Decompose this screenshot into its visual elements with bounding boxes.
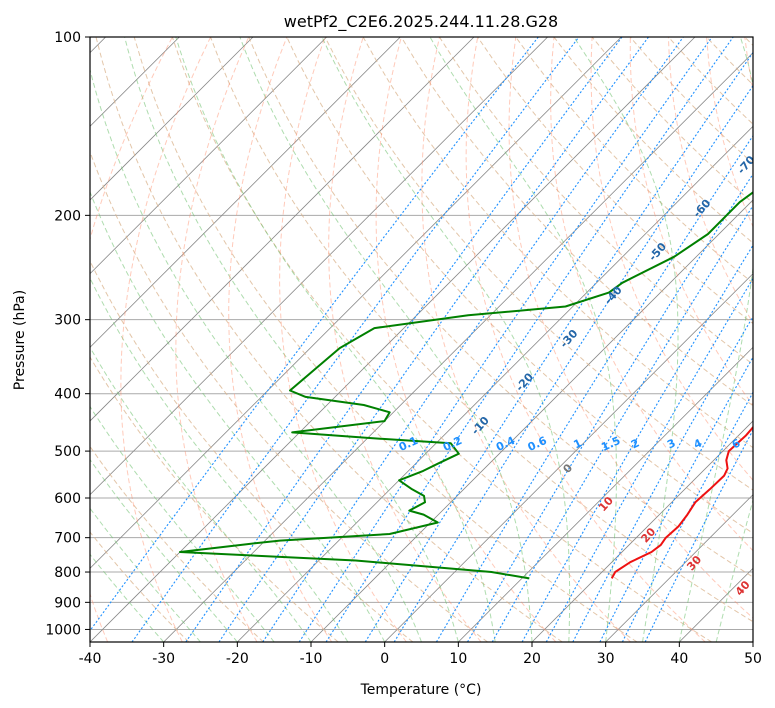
isotherm-line	[384, 273, 753, 642]
y-tick-label: 200	[54, 208, 81, 224]
theta-e-line	[375, 37, 557, 642]
moist-adiabat	[321, 37, 571, 642]
mixing-ratio-line	[521, 244, 753, 642]
mixing-ratio-line	[491, 204, 753, 642]
dry-adiabat	[90, 531, 190, 642]
x-tick-label: 0	[380, 651, 389, 667]
dry-adiabat	[90, 150, 488, 642]
mixing-ratio-line	[262, 37, 684, 642]
theta-e-line	[421, 37, 631, 642]
dry-adiabat	[324, 37, 753, 491]
x-tick-label: 30	[597, 651, 615, 667]
moist-adiabat	[90, 405, 275, 642]
moist-adiabat	[90, 346, 312, 642]
theta-e-line	[465, 37, 706, 642]
moist-adiabat	[90, 190, 386, 642]
x-tick-label: -40	[79, 651, 102, 667]
y-axis-title: Pressure (hPa)	[12, 290, 28, 390]
x-tick-label: 10	[449, 651, 467, 667]
y-axis: 100 200 300 400 500 600 700 800 900 1000	[45, 30, 90, 638]
isotherm-line	[237, 125, 753, 642]
background-lines	[90, 37, 753, 642]
theta-e-line	[175, 37, 258, 642]
x-tick-label: 40	[670, 651, 688, 667]
moist-adiabat	[90, 458, 238, 642]
y-tick-label: 100	[54, 30, 81, 46]
isotherm-line	[90, 37, 548, 496]
dry-adiabat	[248, 37, 753, 578]
temperature-curve	[610, 425, 753, 579]
x-tick-label: -20	[226, 651, 249, 667]
x-tick-label: 50	[744, 651, 762, 667]
dry-adiabat	[90, 445, 264, 642]
dewpoint-curve	[179, 191, 753, 580]
mixing-ratio-line	[545, 277, 753, 642]
moist-adiabat	[90, 277, 349, 642]
x-axis: -40 -30 -20 -10 0 10 20 30 40 50	[79, 642, 762, 667]
profile-curves	[179, 191, 753, 580]
mixing-ratio-line	[298, 37, 713, 642]
moist-adiabat	[573, 37, 679, 642]
moist-adiabat	[429, 37, 617, 642]
moist-adiabat	[239, 37, 533, 642]
moist-adiabat	[175, 37, 496, 642]
dry-adiabat	[95, 37, 563, 642]
dry-adiabat	[438, 37, 753, 366]
isotherm-line	[90, 37, 475, 422]
y-tick-label: 500	[54, 444, 81, 460]
theta-e-line	[228, 37, 333, 642]
theta-e-line	[550, 37, 753, 552]
isotherm-line	[90, 37, 622, 569]
theta-e-line	[590, 37, 753, 482]
isotherm-line	[90, 37, 401, 348]
dry-adiabat	[90, 356, 339, 642]
mixing-ratio-line	[325, 37, 734, 642]
x-tick-label: 20	[523, 651, 541, 667]
y-tick-label: 400	[54, 387, 81, 403]
mixing-ratio-line	[393, 84, 753, 642]
x-tick-label: -10	[300, 651, 323, 667]
theta-e-line	[279, 37, 407, 642]
y-tick-label: 300	[54, 313, 81, 329]
dry-adiabat	[90, 259, 414, 642]
chart-title: wetPf2_C2E6.2025.244.11.28.G28	[284, 12, 558, 32]
mixing-ratio-line	[185, 37, 623, 642]
dry-adiabat	[171, 37, 712, 642]
x-axis-title: Temperature (°C)	[360, 682, 482, 698]
plot-frame	[89, 36, 754, 643]
dry-adiabat	[515, 37, 753, 284]
isotherm-line	[458, 346, 753, 642]
theta-e-line	[629, 37, 753, 407]
mixing-ratio-line	[435, 134, 753, 642]
moist-adiabat	[715, 498, 753, 642]
theta-e-line	[120, 37, 212, 642]
dry-adiabat	[133, 37, 638, 642]
theta-e-line	[328, 37, 482, 642]
isotherm-line	[531, 420, 753, 642]
y-tick-label: 700	[54, 531, 81, 547]
theta-e-line	[667, 37, 753, 324]
mixing-ratio-line	[644, 428, 753, 642]
mixing-ratio-line	[364, 51, 753, 642]
x-tick-label: -30	[152, 651, 175, 667]
y-tick-label: 600	[54, 491, 81, 507]
isotherm-line	[90, 37, 254, 201]
theta-e-line	[90, 37, 173, 642]
moist-adiabat	[90, 67, 422, 642]
y-tick-label: 1000	[45, 622, 81, 638]
moist-adiabat	[124, 37, 459, 642]
isotherm-line	[90, 37, 327, 275]
isotherm-line	[163, 52, 753, 642]
mixing-ratio-line	[90, 37, 539, 632]
y-tick-label: 800	[54, 565, 81, 581]
moist-adiabat	[678, 37, 753, 642]
dry-adiabat	[400, 37, 753, 407]
isotherm-line	[605, 494, 753, 642]
y-tick-label: 900	[54, 595, 81, 611]
mixing-ratio-line	[467, 173, 753, 642]
